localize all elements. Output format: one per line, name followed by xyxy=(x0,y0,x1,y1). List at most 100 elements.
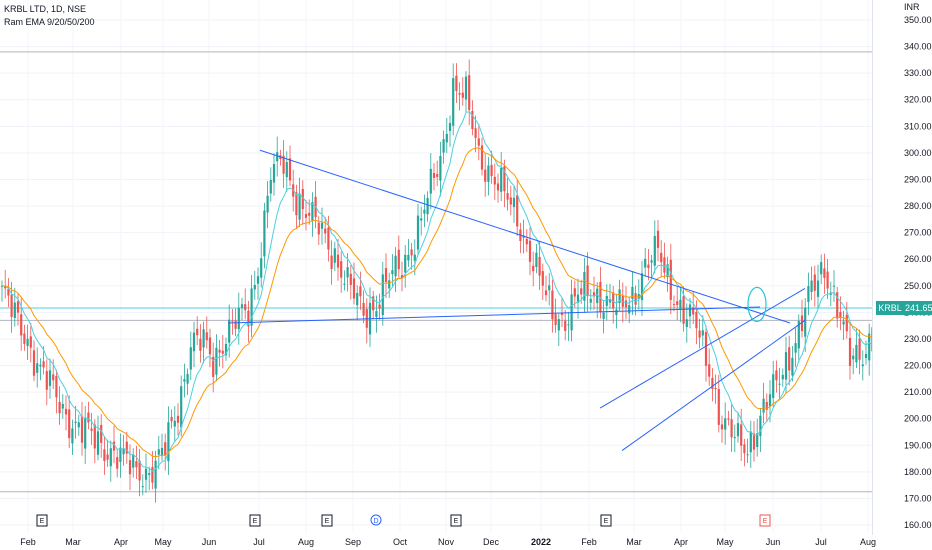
candle-body xyxy=(538,256,541,276)
support-trendline[interactable] xyxy=(227,306,761,324)
candle-body xyxy=(836,292,839,319)
price-axis-bg xyxy=(872,0,932,550)
time-tick-label: Aug xyxy=(860,537,876,547)
candle-body xyxy=(480,145,484,170)
candle-body xyxy=(804,307,807,337)
candle-body xyxy=(384,268,388,283)
candle-body xyxy=(247,310,250,327)
price-axis[interactable]: INR 350.00 340.00 330.00 320.00 310.00 300.00 2… xyxy=(872,0,932,550)
candle-body xyxy=(80,416,84,443)
candle-body xyxy=(762,398,765,413)
earnings-marker[interactable] xyxy=(600,514,612,527)
candle-body xyxy=(650,260,653,263)
candle-body xyxy=(122,448,125,455)
candle-body xyxy=(148,473,151,475)
event-marker-label: E xyxy=(253,518,258,525)
candle-body xyxy=(77,422,80,428)
highlight-ellipse[interactable] xyxy=(747,286,767,322)
earnings-marker[interactable] xyxy=(450,514,462,527)
trend-drawings xyxy=(227,149,806,451)
candle-body xyxy=(410,249,413,256)
candle-body xyxy=(64,408,68,415)
price-tick-label: 350.00 xyxy=(904,15,932,25)
earnings-marker[interactable] xyxy=(759,514,771,527)
candle-body xyxy=(26,338,29,347)
earnings-marker[interactable] xyxy=(321,514,333,527)
candle-body xyxy=(400,275,404,279)
candle-body xyxy=(474,128,477,138)
time-axis[interactable]: Feb Mar Apr May Jun Jul Aug Sep Oct Nov Dec 2022 Feb… xyxy=(20,537,876,547)
dividend-marker[interactable] xyxy=(370,514,382,526)
chart-grid xyxy=(0,0,872,532)
candle-body xyxy=(864,353,868,359)
candle-body xyxy=(90,428,93,431)
candle-body xyxy=(797,320,800,349)
candle-body xyxy=(253,284,256,290)
event-marker-label: E xyxy=(325,518,330,525)
channel-upper-line[interactable] xyxy=(599,288,806,409)
price-tick-label: 190.00 xyxy=(904,440,932,450)
candle-body xyxy=(717,389,720,425)
candle-body xyxy=(733,437,736,439)
candle-body xyxy=(224,343,228,356)
time-tick-label: Jul xyxy=(253,537,265,547)
candle-body xyxy=(231,320,234,322)
earnings-marker[interactable] xyxy=(36,514,48,527)
candle-body xyxy=(631,286,634,299)
candle-body xyxy=(423,209,426,214)
candle-body xyxy=(205,332,208,341)
candle-body xyxy=(208,337,212,355)
candle-body xyxy=(128,460,132,475)
candle-body xyxy=(679,299,682,309)
channel-lower-line[interactable] xyxy=(621,319,806,451)
candle-body xyxy=(173,420,176,427)
downtrend-line[interactable] xyxy=(259,149,791,324)
time-tick-label: Sep xyxy=(345,537,361,547)
earnings-marker[interactable] xyxy=(249,514,261,527)
symbol-title[interactable]: KRBL LTD, 1D, NSE xyxy=(4,4,87,14)
candle-body xyxy=(276,152,279,162)
candle-body xyxy=(596,288,599,304)
candle-body xyxy=(688,304,692,317)
candle-body xyxy=(298,193,301,220)
candle-body xyxy=(810,280,813,292)
candle-body xyxy=(96,431,100,455)
candle-body xyxy=(503,166,506,192)
candle-body xyxy=(260,258,263,278)
candle-body xyxy=(42,361,45,368)
candle-body xyxy=(192,332,196,352)
price-tick-label: 340.00 xyxy=(904,42,932,52)
candle-body xyxy=(602,312,605,319)
candle-body xyxy=(29,336,32,348)
candle-body xyxy=(71,428,74,444)
candle-body xyxy=(266,195,269,213)
indicator-label[interactable]: Ram EMA 9/20/50/200 xyxy=(4,17,95,27)
candle-body xyxy=(656,230,660,248)
candle-body xyxy=(263,210,266,257)
candle-body xyxy=(509,197,512,205)
candle-body xyxy=(544,290,548,296)
candle-body xyxy=(628,305,631,314)
candle-body xyxy=(672,304,676,306)
candle-body xyxy=(525,238,528,245)
time-tick-label: Nov xyxy=(438,537,455,547)
candle-body xyxy=(618,289,621,303)
candle-body xyxy=(20,314,23,336)
candle-body xyxy=(285,162,288,178)
candle-body xyxy=(445,133,448,143)
candle-body xyxy=(372,296,375,311)
candle-body xyxy=(666,264,669,278)
candle-body xyxy=(698,330,701,338)
candle-body xyxy=(791,357,794,376)
time-tick-label: Oct xyxy=(393,537,408,547)
candle-body xyxy=(413,254,416,261)
candle-body xyxy=(644,258,647,268)
candle-body xyxy=(605,295,608,306)
candle-body xyxy=(359,286,362,297)
chart-legend: KRBL LTD, 1D, NSE Ram EMA 9/20/50/200 xyxy=(4,3,95,29)
candle-body xyxy=(512,197,516,207)
candle-body xyxy=(167,422,170,462)
candle-body xyxy=(528,240,532,262)
